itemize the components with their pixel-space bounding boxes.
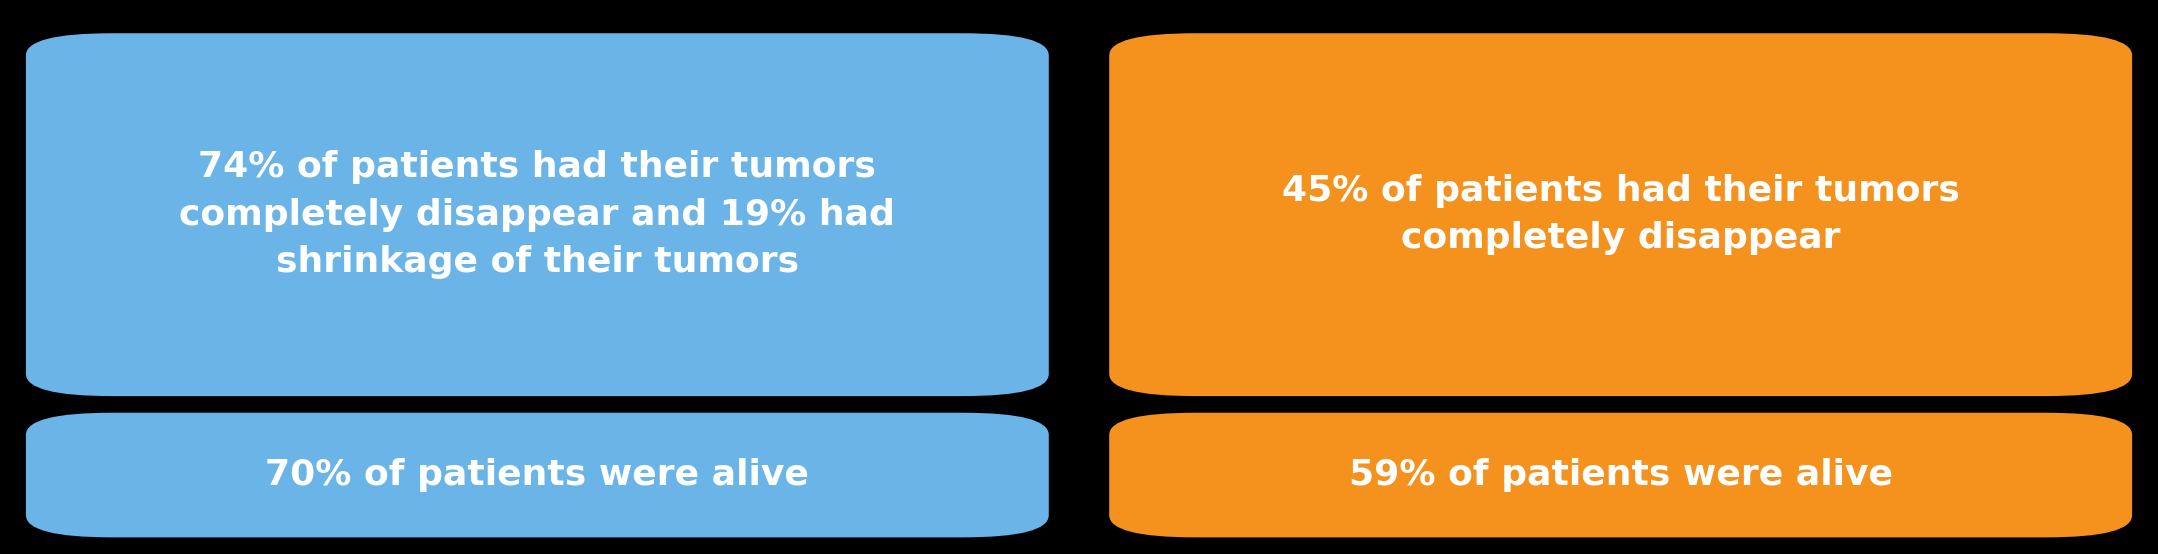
Text: 45% of patients had their tumors
completely disappear: 45% of patients had their tumors complet… [1282,174,1959,255]
Text: 70% of patients were alive: 70% of patients were alive [265,458,809,492]
FancyBboxPatch shape [26,33,1049,396]
FancyBboxPatch shape [1109,33,2132,396]
FancyBboxPatch shape [1109,413,2132,537]
FancyBboxPatch shape [26,413,1049,537]
Text: 74% of patients had their tumors
completely disappear and 19% had
shrinkage of t: 74% of patients had their tumors complet… [179,150,896,279]
Text: 59% of patients were alive: 59% of patients were alive [1349,458,1893,492]
